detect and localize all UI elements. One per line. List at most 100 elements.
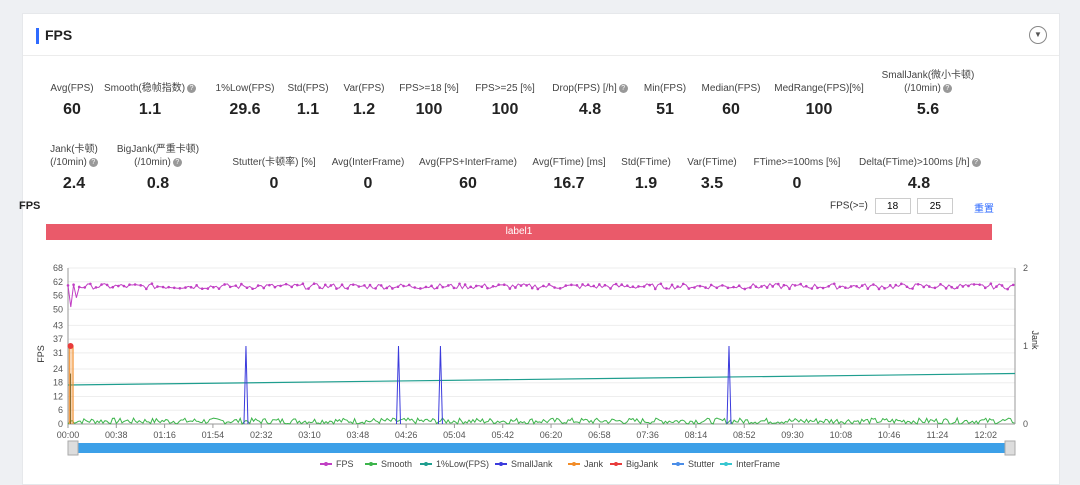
stat-value: 51 (656, 101, 674, 118)
stat-value: 1.1 (138, 101, 162, 118)
stat-item: FPS>=18 [%] 100 (369, 69, 489, 119)
stat-value: 5.6 (916, 101, 940, 118)
stat-label-text: Std(FTime) (621, 157, 671, 168)
fps-threshold-control: FPS(>=) (830, 198, 954, 214)
stat-label-text: Smooth(稳帧指数) (103, 83, 186, 94)
stat-value: 60 (722, 101, 740, 118)
stat-value: 2.4 (62, 175, 86, 192)
stat-label: Drop(FPS) [/h]? (530, 82, 650, 95)
help-icon[interactable]: ? (88, 157, 98, 167)
title-accent (36, 28, 39, 44)
help-icon[interactable]: ? (942, 83, 952, 93)
stat-value: 16.7 (553, 175, 585, 192)
threshold-input-1[interactable] (874, 198, 911, 214)
stat-value: 3.5 (700, 175, 724, 192)
help-icon[interactable]: ? (187, 83, 197, 93)
stat-item: SmallJank(微小卡顿) (/10min)? 5.6 (868, 69, 988, 119)
stat-label-text: Var(FPS) (343, 83, 385, 94)
stat-label: Var(FTime) (652, 156, 772, 169)
stat-value: 1.2 (352, 101, 376, 118)
stat-label-text: BigJank(严重卡顿) (116, 144, 200, 155)
stat-label-text: Avg(FPS+InterFrame) (419, 157, 517, 168)
stat-value: 29.6 (229, 101, 261, 118)
stat-label: Avg(FPS) (12, 82, 132, 95)
stat-value: 4.8 (578, 101, 602, 118)
stat-item: Avg(InterFrame) 0 (308, 143, 428, 193)
stat-item: Std(FTime) 1.9 (586, 143, 706, 193)
stat-label: Stutter(卡顿率) [%] (214, 156, 334, 169)
stat-label-text: Drop(FPS) [/h] (552, 83, 617, 94)
stat-value: 0 (269, 175, 279, 192)
label-band: label1 (46, 224, 992, 240)
stat-label-text: Var(FTime) (687, 157, 737, 168)
stat-item: MedRange(FPS)[%] 100 (759, 69, 879, 119)
panel-title: FPS (45, 27, 73, 43)
stat-label-text: Avg(FPS) (50, 83, 94, 94)
help-icon[interactable]: ? (971, 157, 981, 167)
stat-label-text: FPS>=18 [%] (399, 83, 459, 94)
stat-label-text: Jank(卡顿) (50, 144, 98, 155)
stat-item: Avg(FPS) 60 (12, 69, 132, 119)
stat-item: Min(FPS) 51 (605, 69, 725, 119)
stat-item: BigJank(严重卡顿) (/10min)? 0.8 (98, 143, 218, 193)
help-icon[interactable]: ? (172, 157, 182, 167)
stat-label-text: MedRange(FPS)[%] (774, 83, 864, 94)
stat-item: FPS>=25 [%] 100 (445, 69, 565, 119)
stat-value: 100 (805, 101, 833, 118)
stat-item: Stutter(卡顿率) [%] 0 (214, 143, 334, 193)
stat-label: Avg(InterFrame) (308, 156, 428, 169)
stat-label: Delta(FTime)>100ms [/h]? (859, 156, 981, 169)
stat-item: Drop(FPS) [/h]? 4.8 (530, 69, 650, 119)
stat-label-text: SmallJank(微小卡顿) (881, 70, 975, 81)
stat-label: Var(FPS) (304, 82, 424, 95)
stat-item: Std(FPS) 1.1 (248, 69, 368, 119)
stat-label: BigJank(严重卡顿) (/10min)? (98, 143, 218, 169)
stat-item: FTime>=100ms [%] 0 (737, 143, 857, 193)
help-icon[interactable]: ? (618, 83, 628, 93)
stat-value: 0 (792, 175, 802, 192)
panel-header: FPS ▼ (23, 14, 1059, 56)
stat-value: 60 (459, 175, 477, 192)
stat-label: MedRange(FPS)[%] (759, 82, 879, 95)
stat-label: Std(FTime) (586, 156, 706, 169)
stat-label: Jank(卡顿) (/10min)? (14, 143, 134, 169)
reset-link[interactable]: 重置 (974, 204, 994, 215)
stat-label: Avg(FPS+InterFrame) (408, 156, 528, 169)
stat-value: 0 (363, 175, 373, 192)
stat-label: FPS>=18 [%] (369, 82, 489, 95)
stat-item: Smooth(稳帧指数)? 1.1 (90, 69, 210, 119)
stat-label-sub: (/10min) (134, 157, 171, 168)
stat-label-text: Stutter(卡顿率) [%] (232, 157, 316, 168)
stat-value: 100 (415, 101, 443, 118)
stat-label-text: Std(FPS) (287, 83, 329, 94)
stat-value: 1.9 (634, 175, 658, 192)
fps-panel: FPS ▼ (22, 13, 1060, 485)
stat-label-text: Avg(InterFrame) (331, 157, 405, 168)
stat-value: 100 (491, 101, 519, 118)
stat-item: Avg(FPS+InterFrame) 60 (408, 143, 528, 193)
stat-value: 4.8 (907, 175, 931, 192)
stat-label: Median(FPS) (671, 82, 791, 95)
stat-label: FTime>=100ms [%] (737, 156, 857, 169)
stat-item: 1%Low(FPS) 29.6 (185, 69, 305, 119)
stat-item: Jank(卡顿) (/10min)? 2.4 (14, 143, 134, 193)
stat-value: 1.1 (296, 101, 320, 118)
stat-label: Min(FPS) (605, 82, 725, 95)
chart-title: FPS (19, 200, 41, 212)
stat-label: 1%Low(FPS) (185, 82, 305, 95)
stat-label-text: FTime>=100ms [%] (753, 157, 841, 168)
threshold-input-2[interactable] (917, 198, 954, 214)
stat-label: Avg(FTime) [ms] (509, 156, 629, 169)
stat-item: Median(FPS) 60 (671, 69, 791, 119)
chevron-down-icon[interactable]: ▼ (1029, 26, 1047, 44)
stat-label-text: Delta(FTime)>100ms [/h] (859, 157, 970, 168)
stat-label-text: FPS>=25 [%] (475, 83, 535, 94)
stat-item: Var(FTime) 3.5 (652, 143, 772, 193)
stat-label: Smooth(稳帧指数)? (90, 82, 210, 95)
stat-label-text: Avg(FTime) [ms] (532, 157, 606, 168)
stat-label-text: Min(FPS) (643, 83, 687, 94)
stat-label: SmallJank(微小卡顿) (/10min)? (868, 69, 988, 95)
stat-value: 0.8 (146, 175, 170, 192)
stat-label-text: 1%Low(FPS) (215, 83, 275, 94)
stat-label: FPS>=25 [%] (445, 82, 565, 95)
